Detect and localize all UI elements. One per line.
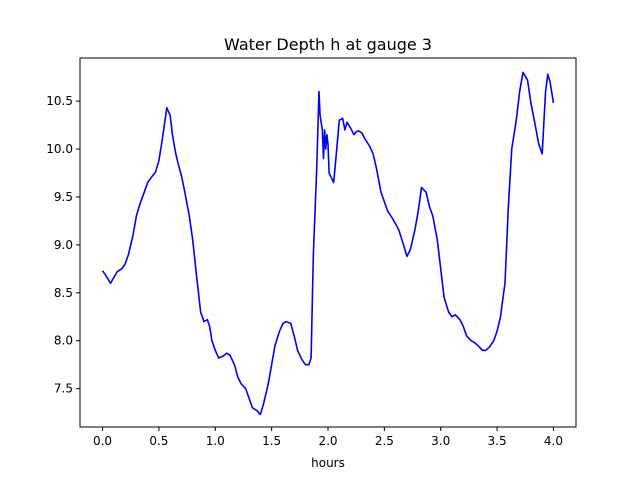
y-tick-label: 9.0 — [54, 238, 73, 252]
x-tick-label: 2.0 — [318, 434, 337, 448]
y-tick-label: 8.0 — [54, 334, 73, 348]
x-tick-label: 0.0 — [93, 434, 112, 448]
plot-frame — [79, 57, 577, 428]
x-axis-label: hours — [311, 456, 345, 470]
x-tick-label: 1.0 — [206, 434, 225, 448]
y-tick-label: 10.5 — [46, 94, 73, 108]
y-tick-label: 10.0 — [46, 142, 73, 156]
y-tick-label: 7.5 — [54, 382, 73, 396]
x-tick-label: 3.5 — [488, 434, 507, 448]
x-tick-label: 0.5 — [149, 434, 168, 448]
x-tick-label: 2.5 — [375, 434, 394, 448]
chart-title: Water Depth h at gauge 3 — [224, 35, 432, 54]
y-tick-label: 8.5 — [54, 286, 73, 300]
x-tick-label: 1.5 — [262, 434, 281, 448]
y-tick-label: 9.5 — [54, 190, 73, 204]
ticks-layer: 0.0 0.5 1.0 1.5 2.0 2.5 3.0 3.5 4.0 7.5 8.0 8.5 9.0 9… — [46, 94, 563, 448]
series-layer — [101, 71, 555, 416]
series-line-water-depth — [101, 71, 555, 416]
x-tick-label: 4.0 — [544, 434, 563, 448]
x-tick-label: 3.0 — [431, 434, 450, 448]
